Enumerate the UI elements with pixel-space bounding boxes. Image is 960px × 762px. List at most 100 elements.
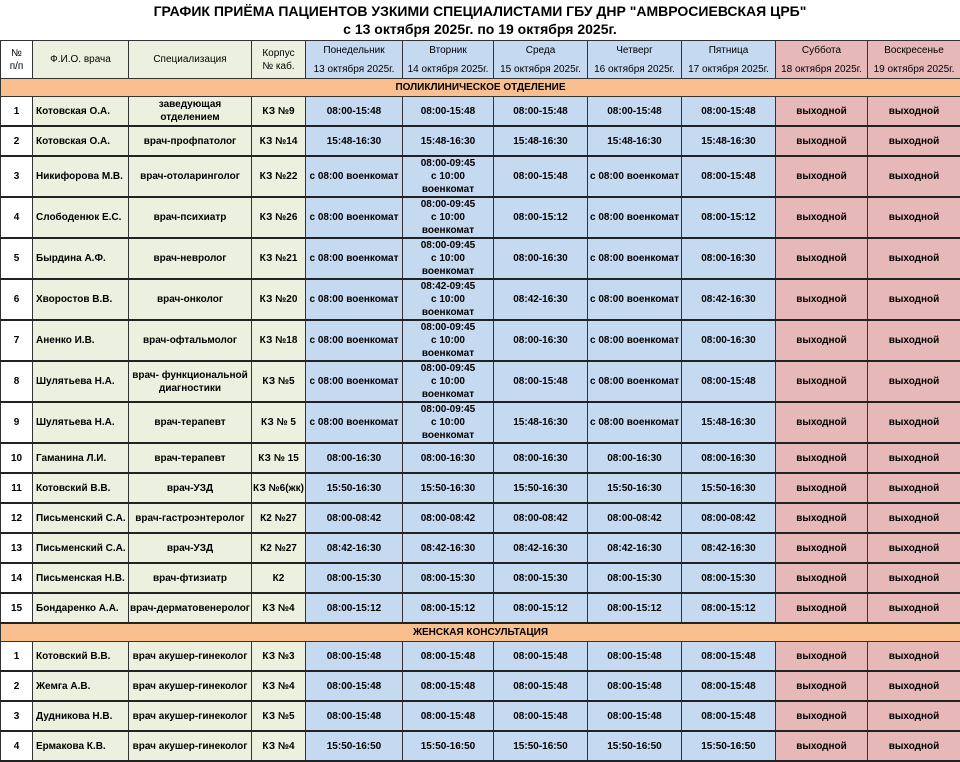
mon-cell: 08:00-15:48 — [306, 97, 403, 127]
room-cell: КЗ №14 — [252, 126, 306, 156]
specialization-cell: врач-УЗД — [129, 533, 252, 563]
section-header: ЖЕНСКАЯ КОНСУЛЬТАЦИЯ — [1, 623, 960, 642]
thu-cell: 08:00-15:48 — [588, 642, 682, 672]
row-number-cell: 11 — [1, 473, 33, 503]
mon-cell: 08:00-16:30 — [306, 443, 403, 473]
mon-cell: 08:42-16:30 — [306, 533, 403, 563]
section-title: ПОЛИКЛИНИЧЕСКОЕ ОТДЕЛЕНИЕ — [1, 79, 960, 97]
doctor-name-cell: Шулятьева Н.А. — [33, 361, 129, 402]
thu-cell: с 08:00 военкомат — [588, 402, 682, 443]
mon-cell: 15:50-16:50 — [306, 731, 403, 761]
tue-cell: 08:00-08:42 — [403, 503, 494, 533]
tue-cell: 08:00-15:12 — [403, 593, 494, 623]
mon-cell: 08:00-15:48 — [306, 671, 403, 701]
doctor-name-cell: Бондаренко А.А. — [33, 593, 129, 623]
day-date: 18 октября 2025г. — [777, 63, 866, 76]
sat-cell: выходной — [776, 361, 868, 402]
fri-cell: 15:48-16:30 — [682, 126, 776, 156]
sun-cell: выходной — [868, 402, 960, 443]
sun-cell: выходной — [868, 156, 960, 197]
thu-cell: с 08:00 военкомат — [588, 361, 682, 402]
room-cell: К2 №27 — [252, 503, 306, 533]
sun-cell: выходной — [868, 642, 960, 672]
room-cell: КЗ №9 — [252, 97, 306, 127]
wed-cell: 08:00-15:48 — [494, 671, 588, 701]
sat-cell: выходной — [776, 238, 868, 279]
wed-cell: 08:00-16:30 — [494, 320, 588, 361]
tue-cell: 08:00-09:45 с 10:00 военкомат — [403, 402, 494, 443]
thu-cell: с 08:00 военкомат — [588, 320, 682, 361]
row-number-cell: 6 — [1, 279, 33, 320]
sat-cell: выходной — [776, 473, 868, 503]
sat-cell: выходной — [776, 563, 868, 593]
specialization-cell: врач-невролог — [129, 238, 252, 279]
tue-cell: 08:00-09:45 с 10:00 военкомат — [403, 197, 494, 238]
mon-cell: 08:00-15:12 — [306, 593, 403, 623]
sat-cell: выходной — [776, 533, 868, 563]
doctor-name-cell: Аненко И.В. — [33, 320, 129, 361]
room-cell: КЗ №18 — [252, 320, 306, 361]
section-header: ПОЛИКЛИНИЧЕСКОЕ ОТДЕЛЕНИЕ — [1, 79, 960, 97]
wed-cell: 15:50-16:30 — [494, 473, 588, 503]
specialization-cell: врач-офтальмолог — [129, 320, 252, 361]
tue-cell: 15:50-16:50 — [403, 731, 494, 761]
row-number-cell: 14 — [1, 563, 33, 593]
day-name: Вторник — [404, 44, 492, 57]
room-cell: КЗ №4 — [252, 593, 306, 623]
day-name: Понедельник — [307, 44, 401, 57]
thu-cell: 08:00-15:30 — [588, 563, 682, 593]
doctor-name-cell: Ермакова К.В. — [33, 731, 129, 761]
tue-cell: 08:00-09:45 с 10:00 военкомат — [403, 156, 494, 197]
day-name: Пятница — [683, 44, 774, 57]
sat-cell: выходной — [776, 197, 868, 238]
sat-cell: выходной — [776, 443, 868, 473]
fri-cell: 08:00-15:12 — [682, 197, 776, 238]
wed-cell: 15:48-16:30 — [494, 402, 588, 443]
doctor-name-cell: Письменская Н.В. — [33, 563, 129, 593]
sat-cell: выходной — [776, 320, 868, 361]
fri-cell: 08:00-15:48 — [682, 701, 776, 731]
fri-cell: 08:00-08:42 — [682, 503, 776, 533]
row-number-cell: 8 — [1, 361, 33, 402]
wed-cell: 08:00-08:42 — [494, 503, 588, 533]
wed-cell: 08:00-16:30 — [494, 443, 588, 473]
row-number-cell: 2 — [1, 671, 33, 701]
specialization-cell: врач-отоларинголог — [129, 156, 252, 197]
tue-cell: 08:00-15:48 — [403, 701, 494, 731]
mon-cell: 08:00-15:30 — [306, 563, 403, 593]
sun-cell: выходной — [868, 473, 960, 503]
tue-cell: 08:00-15:48 — [403, 97, 494, 127]
day-date: 13 октября 2025г. — [307, 63, 401, 76]
day-name: Суббота — [777, 44, 866, 57]
sat-cell: выходной — [776, 701, 868, 731]
row-number-cell: 13 — [1, 533, 33, 563]
room-cell: КЗ № 5 — [252, 402, 306, 443]
day-date: 14 октября 2025г. — [404, 63, 492, 76]
thu-cell: 08:00-16:30 — [588, 443, 682, 473]
specialization-cell: врач акушер-гинеколог — [129, 671, 252, 701]
fri-cell: 08:00-16:30 — [682, 320, 776, 361]
thu-cell: 08:00-15:48 — [588, 701, 682, 731]
doctor-name-cell: Слободенюк Е.С. — [33, 197, 129, 238]
sat-cell: выходной — [776, 156, 868, 197]
row-number-cell: 15 — [1, 593, 33, 623]
row-number-cell: 2 — [1, 126, 33, 156]
specialization-cell: заведующая отделением — [129, 97, 252, 127]
doctor-name-cell: Котовский В.В. — [33, 642, 129, 672]
doctor-name-cell: Никифорова М.В. — [33, 156, 129, 197]
specialization-cell: врач-психиатр — [129, 197, 252, 238]
doctor-name-cell: Котовский В.В. — [33, 473, 129, 503]
sun-cell: выходной — [868, 671, 960, 701]
tue-cell: 08:00-15:30 — [403, 563, 494, 593]
fri-cell: 08:42-16:30 — [682, 279, 776, 320]
